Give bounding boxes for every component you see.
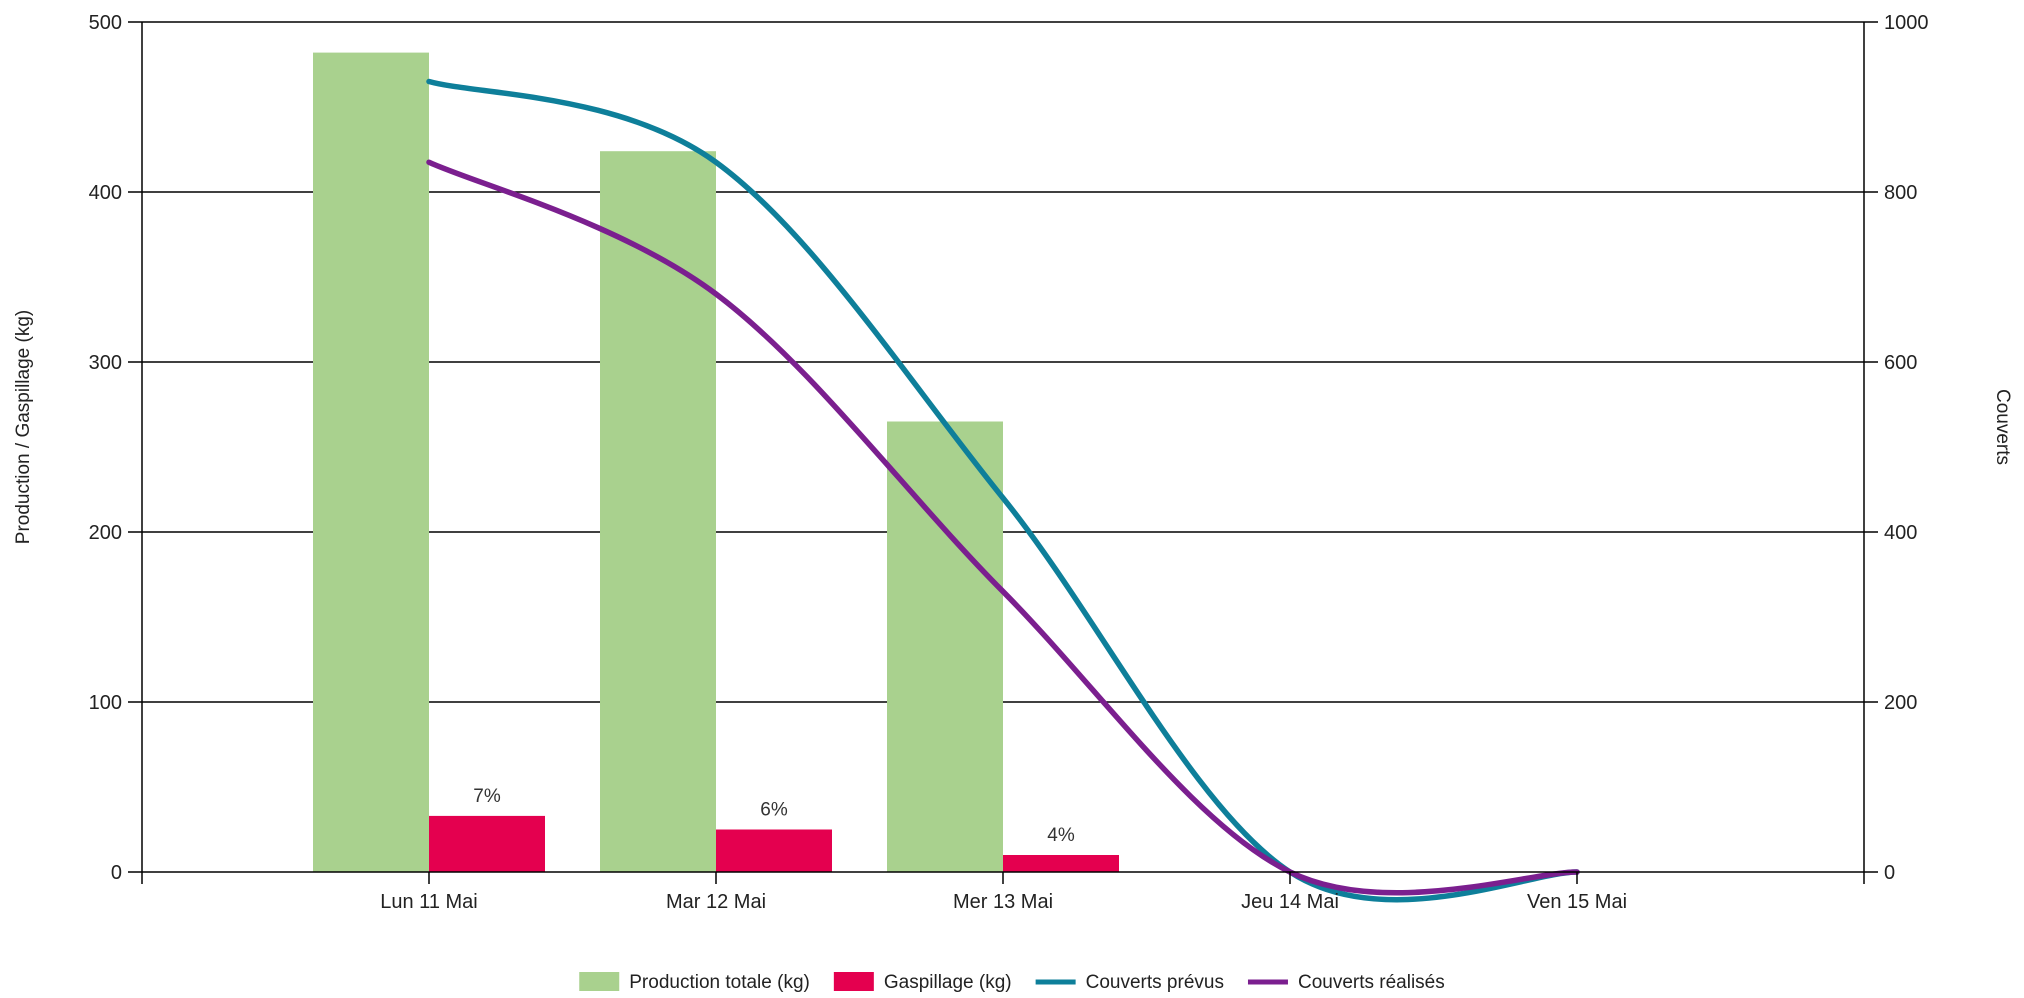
y-left-tick-label: 300 (89, 352, 122, 374)
y-right-tick-label: 600 (1884, 352, 1917, 374)
y-left-tick-label: 400 (89, 182, 122, 204)
legend-label: Couverts réalisés (1298, 972, 1445, 993)
series-lines (426, 78, 1580, 903)
legend-label: Production totale (kg) (629, 972, 810, 993)
y-right-tick-label: 0 (1884, 862, 1895, 884)
x-tick-label: Mer 13 Mai (953, 891, 1053, 913)
legend-swatch (579, 972, 620, 991)
data-label: 6% (760, 800, 788, 821)
bar-gaspillage (1003, 855, 1119, 872)
legend-swatch (833, 972, 874, 991)
y-left-tick-label: 500 (89, 12, 122, 34)
data-labels: 7% 6% 4% (473, 786, 1075, 846)
bar-gaspillage (716, 829, 832, 872)
data-label: 4% (1047, 825, 1075, 846)
legend: Production totale (kg) Gaspillage (kg) Cou… (579, 972, 1445, 993)
data-label: 7% (473, 786, 501, 807)
y-left-tick-label: 100 (89, 692, 122, 714)
legend-label: Gaspillage (kg) (884, 972, 1012, 993)
x-tick-label: Jeu 14 Mai (1241, 891, 1339, 913)
y-right-tick-label: 1000 (1884, 12, 1929, 34)
bar-production (600, 151, 716, 872)
bar-gaspillage (429, 815, 545, 872)
y-right-tick-label: 400 (1884, 522, 1917, 544)
bars (313, 52, 1119, 873)
bar-production (313, 52, 429, 873)
x-tick-label: Mar 12 Mai (666, 891, 766, 913)
y-axis-left-title: Production / Gaspillage (kg) (13, 310, 34, 544)
line-couverts-realises (426, 159, 1580, 896)
x-tick-label: Lun 11 Mai (380, 891, 477, 913)
legend-label: Couverts prévus (1086, 972, 1224, 993)
y-axis-right-title: Couverts (1992, 389, 2013, 465)
bar-production (887, 421, 1003, 872)
line-couverts-prevus (426, 78, 1580, 903)
axes: 0 100 200 300 400 500 0 200 400 600 800 1000 Lun 11 … (89, 12, 1929, 913)
y-right-tick-label: 800 (1884, 182, 1917, 204)
x-tick-label: Ven 15 Mai (1527, 891, 1627, 913)
y-left-tick-label: 200 (89, 522, 122, 544)
y-right-tick-label: 200 (1884, 692, 1917, 714)
y-left-tick-label: 0 (111, 862, 122, 884)
